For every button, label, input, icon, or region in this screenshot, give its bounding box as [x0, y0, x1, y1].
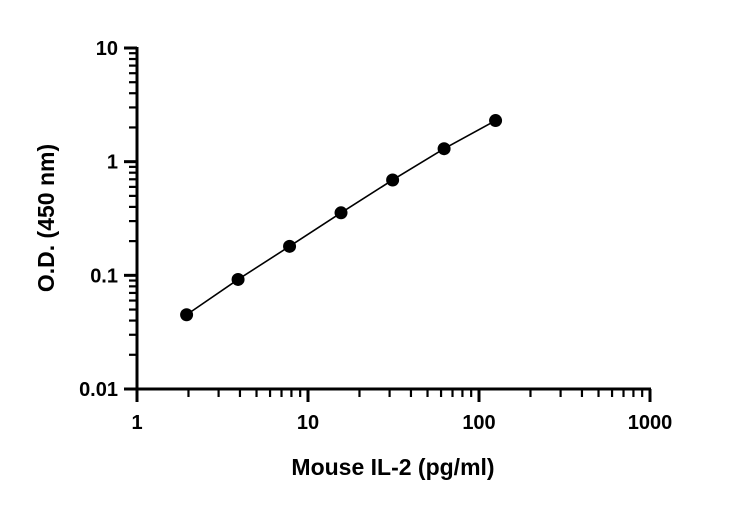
x-axis-title: Mouse IL-2 (pg/ml): [291, 454, 494, 480]
y-tick-label: 0.1: [90, 265, 118, 287]
data-point: [283, 239, 297, 253]
x-tick-label: 1000: [628, 412, 673, 434]
data-point: [489, 114, 503, 128]
y-axis-title: O.D. (450 nm): [33, 144, 59, 292]
axes: [135, 47, 651, 391]
x-tick-label: 1: [131, 412, 142, 434]
y-tick-label: 1: [107, 152, 118, 174]
data-point: [334, 206, 348, 220]
series: [180, 114, 503, 322]
y-tick-label: 0.01: [79, 379, 118, 401]
data-point: [180, 308, 194, 322]
data-point: [437, 142, 451, 156]
y-tick-label: 10: [96, 38, 118, 60]
data-point: [231, 272, 245, 286]
ticks: [124, 46, 652, 402]
data-point: [386, 173, 400, 187]
tick-labels: 1 10 100 1000 0.01 0.1 1 10: [79, 38, 672, 434]
x-tick-label: 10: [297, 412, 319, 434]
x-tick-label: 100: [462, 412, 495, 434]
